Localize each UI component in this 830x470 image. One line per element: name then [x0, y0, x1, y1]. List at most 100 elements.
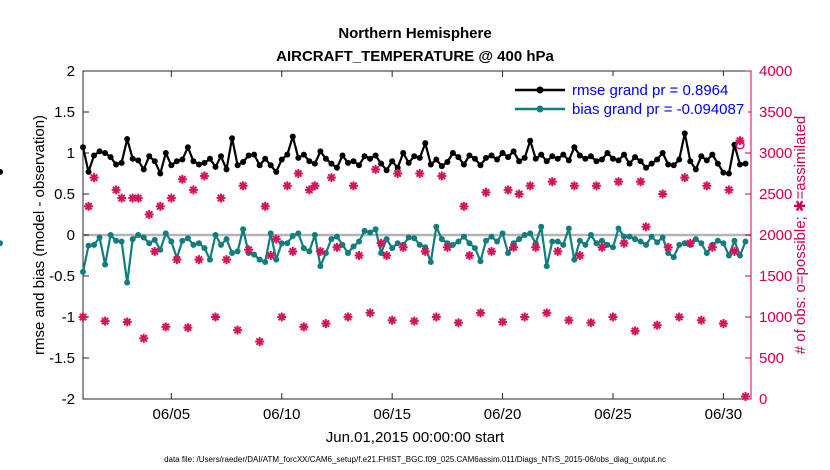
- y2-axis-label: # of obs: o=possible; ✱=assimilated: [792, 116, 809, 355]
- point-obs-assimilated: [729, 246, 739, 256]
- point-bias: [466, 240, 473, 247]
- point-bias: [527, 230, 534, 237]
- point-bias: [190, 241, 197, 248]
- point-obs-assimilated: [155, 201, 165, 211]
- point-bias: [96, 234, 103, 241]
- point-bias: [433, 223, 440, 230]
- point-obs-assimilated: [431, 312, 441, 322]
- point-rmse: [687, 158, 694, 165]
- point-bias: [593, 240, 600, 247]
- point-rmse: [483, 154, 490, 161]
- point-rmse: [229, 135, 236, 142]
- point-rmse: [416, 154, 423, 161]
- point-rmse: [433, 156, 440, 163]
- point-bias: [262, 259, 269, 266]
- obs-asterisk-stroke: [664, 243, 673, 252]
- point-obs-assimilated: [475, 308, 485, 318]
- obs-asterisk-stroke: [172, 255, 181, 264]
- point-bias: [218, 241, 225, 248]
- obs-asterisk-stroke: [305, 186, 314, 194]
- point-rmse: [521, 154, 528, 161]
- point-obs-assimilated: [188, 185, 198, 195]
- point-rmse: [389, 158, 396, 165]
- point-rmse: [582, 155, 589, 162]
- point-bias: [300, 245, 307, 252]
- legend-bias-marker: [536, 105, 544, 113]
- point-obs-assimilated: [117, 193, 127, 203]
- x-tick-label: 06/25: [594, 406, 632, 423]
- point-obs-assimilated: [387, 315, 397, 325]
- obs-asterisk-stroke: [189, 186, 198, 194]
- point-obs-assimilated: [255, 337, 265, 347]
- point-rmse: [361, 153, 368, 160]
- point-bias: [383, 236, 390, 243]
- point-bias: [273, 256, 280, 263]
- y2-tick-label: 1000: [759, 309, 792, 326]
- point-rmse: [632, 154, 639, 161]
- point-obs-assimilated: [349, 181, 359, 191]
- point-obs-assimilated: [614, 177, 624, 187]
- point-bias: [129, 236, 136, 243]
- obs-asterisk-stroke: [272, 235, 281, 243]
- obs-asterisk-stroke: [592, 181, 601, 190]
- obs-asterisk-stroke: [112, 186, 121, 194]
- point-bias: [80, 268, 86, 275]
- point-obs-assimilated: [663, 242, 673, 252]
- point-obs-assimilated: [343, 312, 353, 322]
- obs-asterisk-stroke: [631, 327, 639, 335]
- point-rmse: [289, 133, 296, 140]
- point-bias: [278, 240, 285, 247]
- y-tick-label: -1.5: [49, 350, 75, 367]
- point-rmse: [499, 150, 506, 156]
- point-rmse: [444, 159, 451, 166]
- point-bias: [538, 223, 545, 230]
- obs-asterisk-stroke: [437, 172, 446, 180]
- point-bias: [85, 242, 92, 249]
- point-bias: [179, 237, 186, 244]
- point-rmse: [560, 151, 567, 158]
- point-obs-assimilated: [166, 193, 176, 203]
- point-bias: [703, 250, 710, 257]
- obs-asterisk-stroke: [575, 251, 584, 260]
- point-obs-assimilated: [365, 308, 375, 318]
- point-bias: [731, 237, 738, 244]
- obs-asterisk-stroke: [476, 309, 485, 317]
- point-bias: [549, 238, 556, 245]
- point-rmse: [333, 164, 340, 171]
- point-obs-assimilated: [282, 181, 292, 191]
- obs-asterisk-stroke: [288, 247, 297, 256]
- obs-asterisk-stroke: [504, 186, 512, 194]
- point-bias: [587, 232, 594, 238]
- point-bias: [576, 237, 583, 244]
- point-bias: [483, 237, 490, 244]
- obs-asterisk-stroke: [487, 247, 496, 256]
- point-obs-assimilated: [321, 319, 331, 329]
- point-bias: [91, 241, 98, 248]
- point-rmse: [698, 153, 705, 160]
- point-obs-assimilated: [409, 316, 419, 326]
- point-obs-assimilated: [222, 255, 232, 265]
- obs-asterisk-stroke: [482, 188, 490, 197]
- x-tick-label: 06/20: [484, 406, 522, 423]
- text-layer: Northern Hemisphere AIRCRAFT_TEMPERATURE…: [31, 25, 809, 464]
- point-bias: [124, 279, 131, 286]
- obs-asterisk-stroke: [310, 181, 319, 190]
- point-bias: [361, 227, 368, 234]
- point-rmse: [438, 163, 445, 170]
- point-obs-assimilated: [453, 318, 463, 328]
- obs-asterisk-stroke: [393, 169, 402, 178]
- obs-asterisk-stroke: [277, 313, 286, 321]
- obs-asterisk-stroke: [316, 247, 325, 256]
- point-rmse: [422, 140, 429, 147]
- point-bias: [521, 232, 528, 238]
- obs-asterisk-stroke: [178, 175, 187, 184]
- obs-asterisk-stroke: [509, 243, 518, 252]
- obs-asterisk-stroke: [520, 313, 529, 321]
- point-rmse: [670, 162, 677, 169]
- point-rmse: [135, 157, 142, 164]
- point-obs-assimilated: [597, 242, 607, 252]
- point-rmse: [460, 161, 467, 168]
- point-rmse: [367, 155, 374, 162]
- obs-asterisk-stroke: [145, 210, 154, 219]
- point-bias: [394, 240, 401, 247]
